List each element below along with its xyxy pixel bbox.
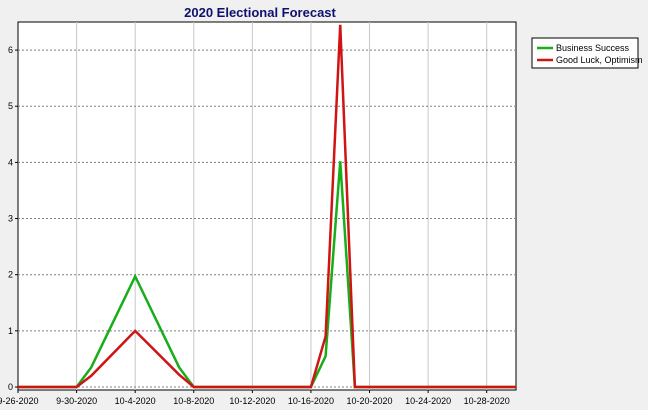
x-tick-label: 9-30-2020 (56, 396, 97, 406)
x-tick-label: 10-28-2020 (464, 396, 510, 406)
x-tick-label: 9-26-2020 (0, 396, 39, 406)
y-tick-label: 3 (8, 214, 13, 224)
series-lines (18, 24, 516, 389)
y-tick-label: 6 (8, 45, 13, 55)
chart-title: 2020 Electional Forecast (184, 5, 336, 20)
x-tick-label: 10-8-2020 (173, 396, 214, 406)
y-tick-label: 1 (8, 326, 13, 336)
x-tick-label: 10-16-2020 (288, 396, 334, 406)
axis-ticks: 9-26-2020 9-30-2020 10-4-2020 10-8-2020 10-1… (0, 45, 510, 406)
x-tick-label: 10-24-2020 (405, 396, 451, 406)
legend-box (531, 37, 639, 69)
y-tick-label: 0 (8, 382, 13, 392)
x-tick-label: 10-4-2020 (115, 396, 156, 406)
y-tick-label: 2 (8, 270, 13, 280)
x-tick-label: 10-12-2020 (229, 396, 275, 406)
grid-lines (18, 22, 516, 390)
plot-area (17, 21, 517, 391)
legend-label-business-success: Business Success (556, 43, 630, 53)
y-tick-label: 5 (8, 101, 13, 111)
series-line-good-luck-optimism (18, 24, 516, 389)
legend: Business Success Good Luck, Optimism (531, 37, 643, 69)
y-tick-label: 4 (8, 157, 13, 167)
x-tick-label: 10-20-2020 (347, 396, 393, 406)
legend-label-good-luck-optimism: Good Luck, Optimism (556, 55, 643, 65)
